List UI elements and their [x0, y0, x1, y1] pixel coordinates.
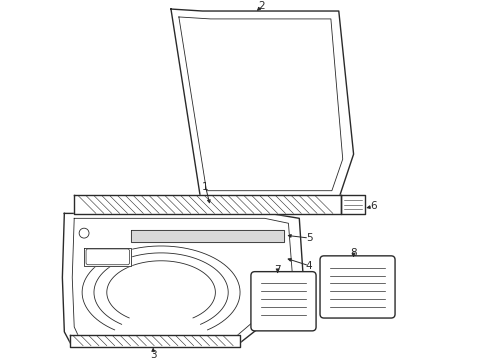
FancyBboxPatch shape [320, 256, 395, 318]
Text: 3: 3 [150, 350, 156, 360]
FancyBboxPatch shape [251, 272, 316, 331]
Text: 7: 7 [274, 265, 281, 275]
Text: 2: 2 [258, 1, 265, 11]
Polygon shape [341, 195, 366, 215]
Polygon shape [84, 248, 131, 266]
Polygon shape [74, 195, 341, 215]
Text: 8: 8 [350, 248, 357, 258]
FancyBboxPatch shape [86, 249, 129, 265]
Text: 4: 4 [306, 261, 313, 271]
Polygon shape [62, 213, 304, 347]
Text: 5: 5 [306, 233, 313, 243]
Circle shape [79, 228, 89, 238]
Text: 1: 1 [202, 182, 209, 192]
Polygon shape [70, 335, 240, 347]
Polygon shape [131, 230, 285, 242]
Text: 6: 6 [370, 202, 377, 211]
